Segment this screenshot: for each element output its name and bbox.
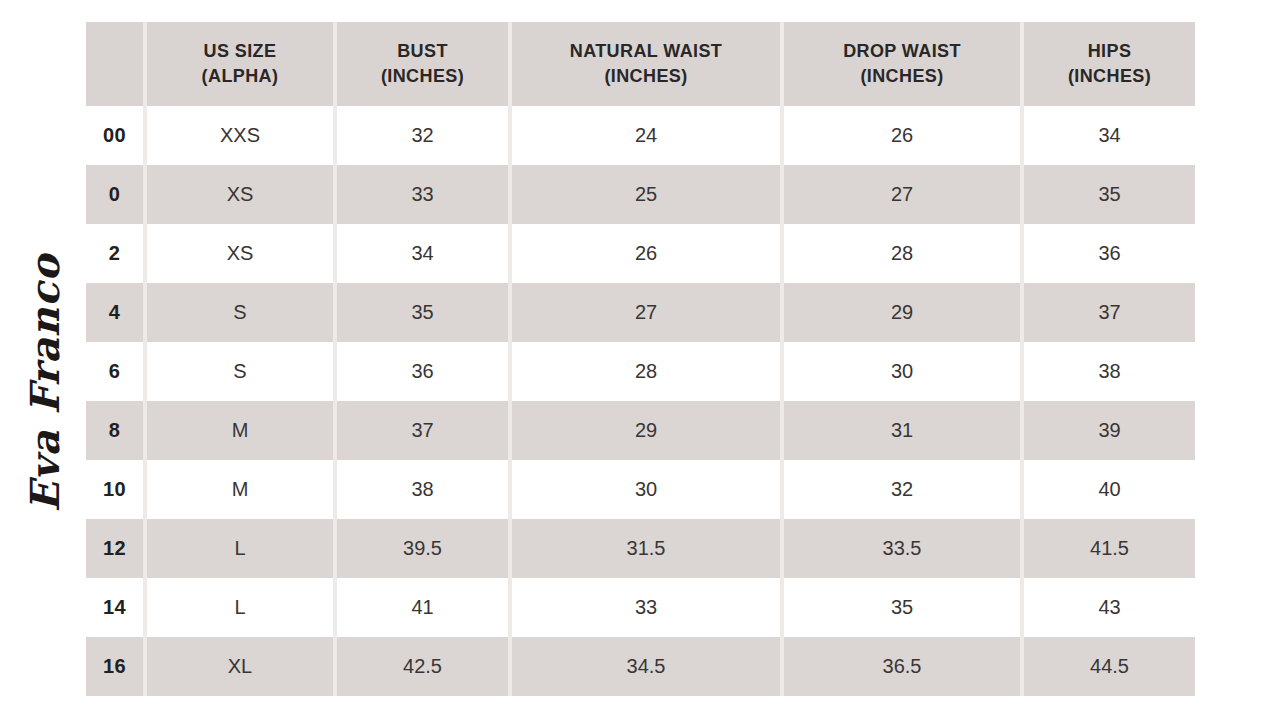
column-header-bust: BUST (INCHES) bbox=[333, 22, 508, 106]
header-line: HIPS bbox=[1024, 39, 1195, 64]
cell-drop-waist: 32 bbox=[780, 460, 1020, 519]
column-header-hips: HIPS (INCHES) bbox=[1020, 22, 1195, 106]
table-row: 8 M 37 29 31 39 bbox=[86, 401, 1195, 460]
cell-natural-waist: 33 bbox=[508, 578, 780, 637]
header-line: (INCHES) bbox=[337, 64, 508, 89]
cell-drop-waist: 36.5 bbox=[780, 637, 1020, 696]
brand-logo: Eva Franco bbox=[21, 254, 68, 512]
cell-hips: 34 bbox=[1020, 106, 1195, 165]
size-chart-table: US SIZE (ALPHA) BUST (INCHES) NATURAL WA… bbox=[86, 22, 1195, 696]
cell-bust: 39.5 bbox=[333, 519, 508, 578]
cell-hips: 37 bbox=[1020, 283, 1195, 342]
table-row: 00 XXS 32 24 26 34 bbox=[86, 106, 1195, 165]
cell-bust: 35 bbox=[333, 283, 508, 342]
header-line: (INCHES) bbox=[784, 64, 1020, 89]
table-row: 6 S 36 28 30 38 bbox=[86, 342, 1195, 401]
size-chart-body: 00 XXS 32 24 26 34 0 XS 33 25 27 35 2 XS… bbox=[86, 106, 1195, 696]
size-chart-header: US SIZE (ALPHA) BUST (INCHES) NATURAL WA… bbox=[86, 22, 1195, 106]
cell-natural-waist: 28 bbox=[508, 342, 780, 401]
cell-drop-waist: 27 bbox=[780, 165, 1020, 224]
cell-alpha-size: S bbox=[143, 342, 333, 401]
cell-drop-waist: 30 bbox=[780, 342, 1020, 401]
cell-hips: 43 bbox=[1020, 578, 1195, 637]
cell-natural-waist: 29 bbox=[508, 401, 780, 460]
column-header-natural-waist: NATURAL WAIST (INCHES) bbox=[508, 22, 780, 106]
cell-us-size: 12 bbox=[86, 519, 143, 578]
cell-drop-waist: 31 bbox=[780, 401, 1020, 460]
table-row: 2 XS 34 26 28 36 bbox=[86, 224, 1195, 283]
cell-us-size: 6 bbox=[86, 342, 143, 401]
cell-drop-waist: 35 bbox=[780, 578, 1020, 637]
cell-alpha-size: XL bbox=[143, 637, 333, 696]
cell-bust: 38 bbox=[333, 460, 508, 519]
column-header-drop-waist: DROP WAIST (INCHES) bbox=[780, 22, 1020, 106]
cell-alpha-size: XXS bbox=[143, 106, 333, 165]
table-row: 16 XL 42.5 34.5 36.5 44.5 bbox=[86, 637, 1195, 696]
table-row: 10 M 38 30 32 40 bbox=[86, 460, 1195, 519]
cell-us-size: 2 bbox=[86, 224, 143, 283]
cell-drop-waist: 26 bbox=[780, 106, 1020, 165]
table-row: 12 L 39.5 31.5 33.5 41.5 bbox=[86, 519, 1195, 578]
cell-us-size: 14 bbox=[86, 578, 143, 637]
cell-hips: 41.5 bbox=[1020, 519, 1195, 578]
header-line: US SIZE bbox=[147, 39, 333, 64]
column-header-us-size-alpha: US SIZE (ALPHA) bbox=[143, 22, 333, 106]
cell-natural-waist: 25 bbox=[508, 165, 780, 224]
cell-alpha-size: M bbox=[143, 401, 333, 460]
header-line: DROP WAIST bbox=[784, 39, 1020, 64]
cell-drop-waist: 28 bbox=[780, 224, 1020, 283]
header-line: BUST bbox=[337, 39, 508, 64]
cell-hips: 39 bbox=[1020, 401, 1195, 460]
table-row: 14 L 41 33 35 43 bbox=[86, 578, 1195, 637]
cell-drop-waist: 29 bbox=[780, 283, 1020, 342]
cell-hips: 36 bbox=[1020, 224, 1195, 283]
table-row: 0 XS 33 25 27 35 bbox=[86, 165, 1195, 224]
cell-alpha-size: XS bbox=[143, 165, 333, 224]
cell-hips: 44.5 bbox=[1020, 637, 1195, 696]
header-line: (ALPHA) bbox=[147, 64, 333, 89]
cell-us-size: 0 bbox=[86, 165, 143, 224]
cell-us-size: 16 bbox=[86, 637, 143, 696]
cell-us-size: 4 bbox=[86, 283, 143, 342]
header-row: US SIZE (ALPHA) BUST (INCHES) NATURAL WA… bbox=[86, 22, 1195, 106]
cell-bust: 37 bbox=[333, 401, 508, 460]
cell-drop-waist: 33.5 bbox=[780, 519, 1020, 578]
cell-bust: 32 bbox=[333, 106, 508, 165]
cell-bust: 42.5 bbox=[333, 637, 508, 696]
cell-alpha-size: L bbox=[143, 578, 333, 637]
cell-natural-waist: 27 bbox=[508, 283, 780, 342]
cell-bust: 33 bbox=[333, 165, 508, 224]
cell-natural-waist: 24 bbox=[508, 106, 780, 165]
cell-natural-waist: 26 bbox=[508, 224, 780, 283]
column-header-blank bbox=[86, 22, 143, 106]
cell-bust: 41 bbox=[333, 578, 508, 637]
cell-bust: 36 bbox=[333, 342, 508, 401]
cell-bust: 34 bbox=[333, 224, 508, 283]
header-line: (INCHES) bbox=[1024, 64, 1195, 89]
cell-alpha-size: L bbox=[143, 519, 333, 578]
cell-hips: 35 bbox=[1020, 165, 1195, 224]
cell-alpha-size: S bbox=[143, 283, 333, 342]
cell-alpha-size: M bbox=[143, 460, 333, 519]
cell-natural-waist: 31.5 bbox=[508, 519, 780, 578]
cell-hips: 40 bbox=[1020, 460, 1195, 519]
cell-us-size: 8 bbox=[86, 401, 143, 460]
header-line: (INCHES) bbox=[512, 64, 780, 89]
table-row: 4 S 35 27 29 37 bbox=[86, 283, 1195, 342]
header-line: NATURAL WAIST bbox=[512, 39, 780, 64]
cell-hips: 38 bbox=[1020, 342, 1195, 401]
cell-alpha-size: XS bbox=[143, 224, 333, 283]
cell-natural-waist: 30 bbox=[508, 460, 780, 519]
cell-natural-waist: 34.5 bbox=[508, 637, 780, 696]
cell-us-size: 10 bbox=[86, 460, 143, 519]
cell-us-size: 00 bbox=[86, 106, 143, 165]
